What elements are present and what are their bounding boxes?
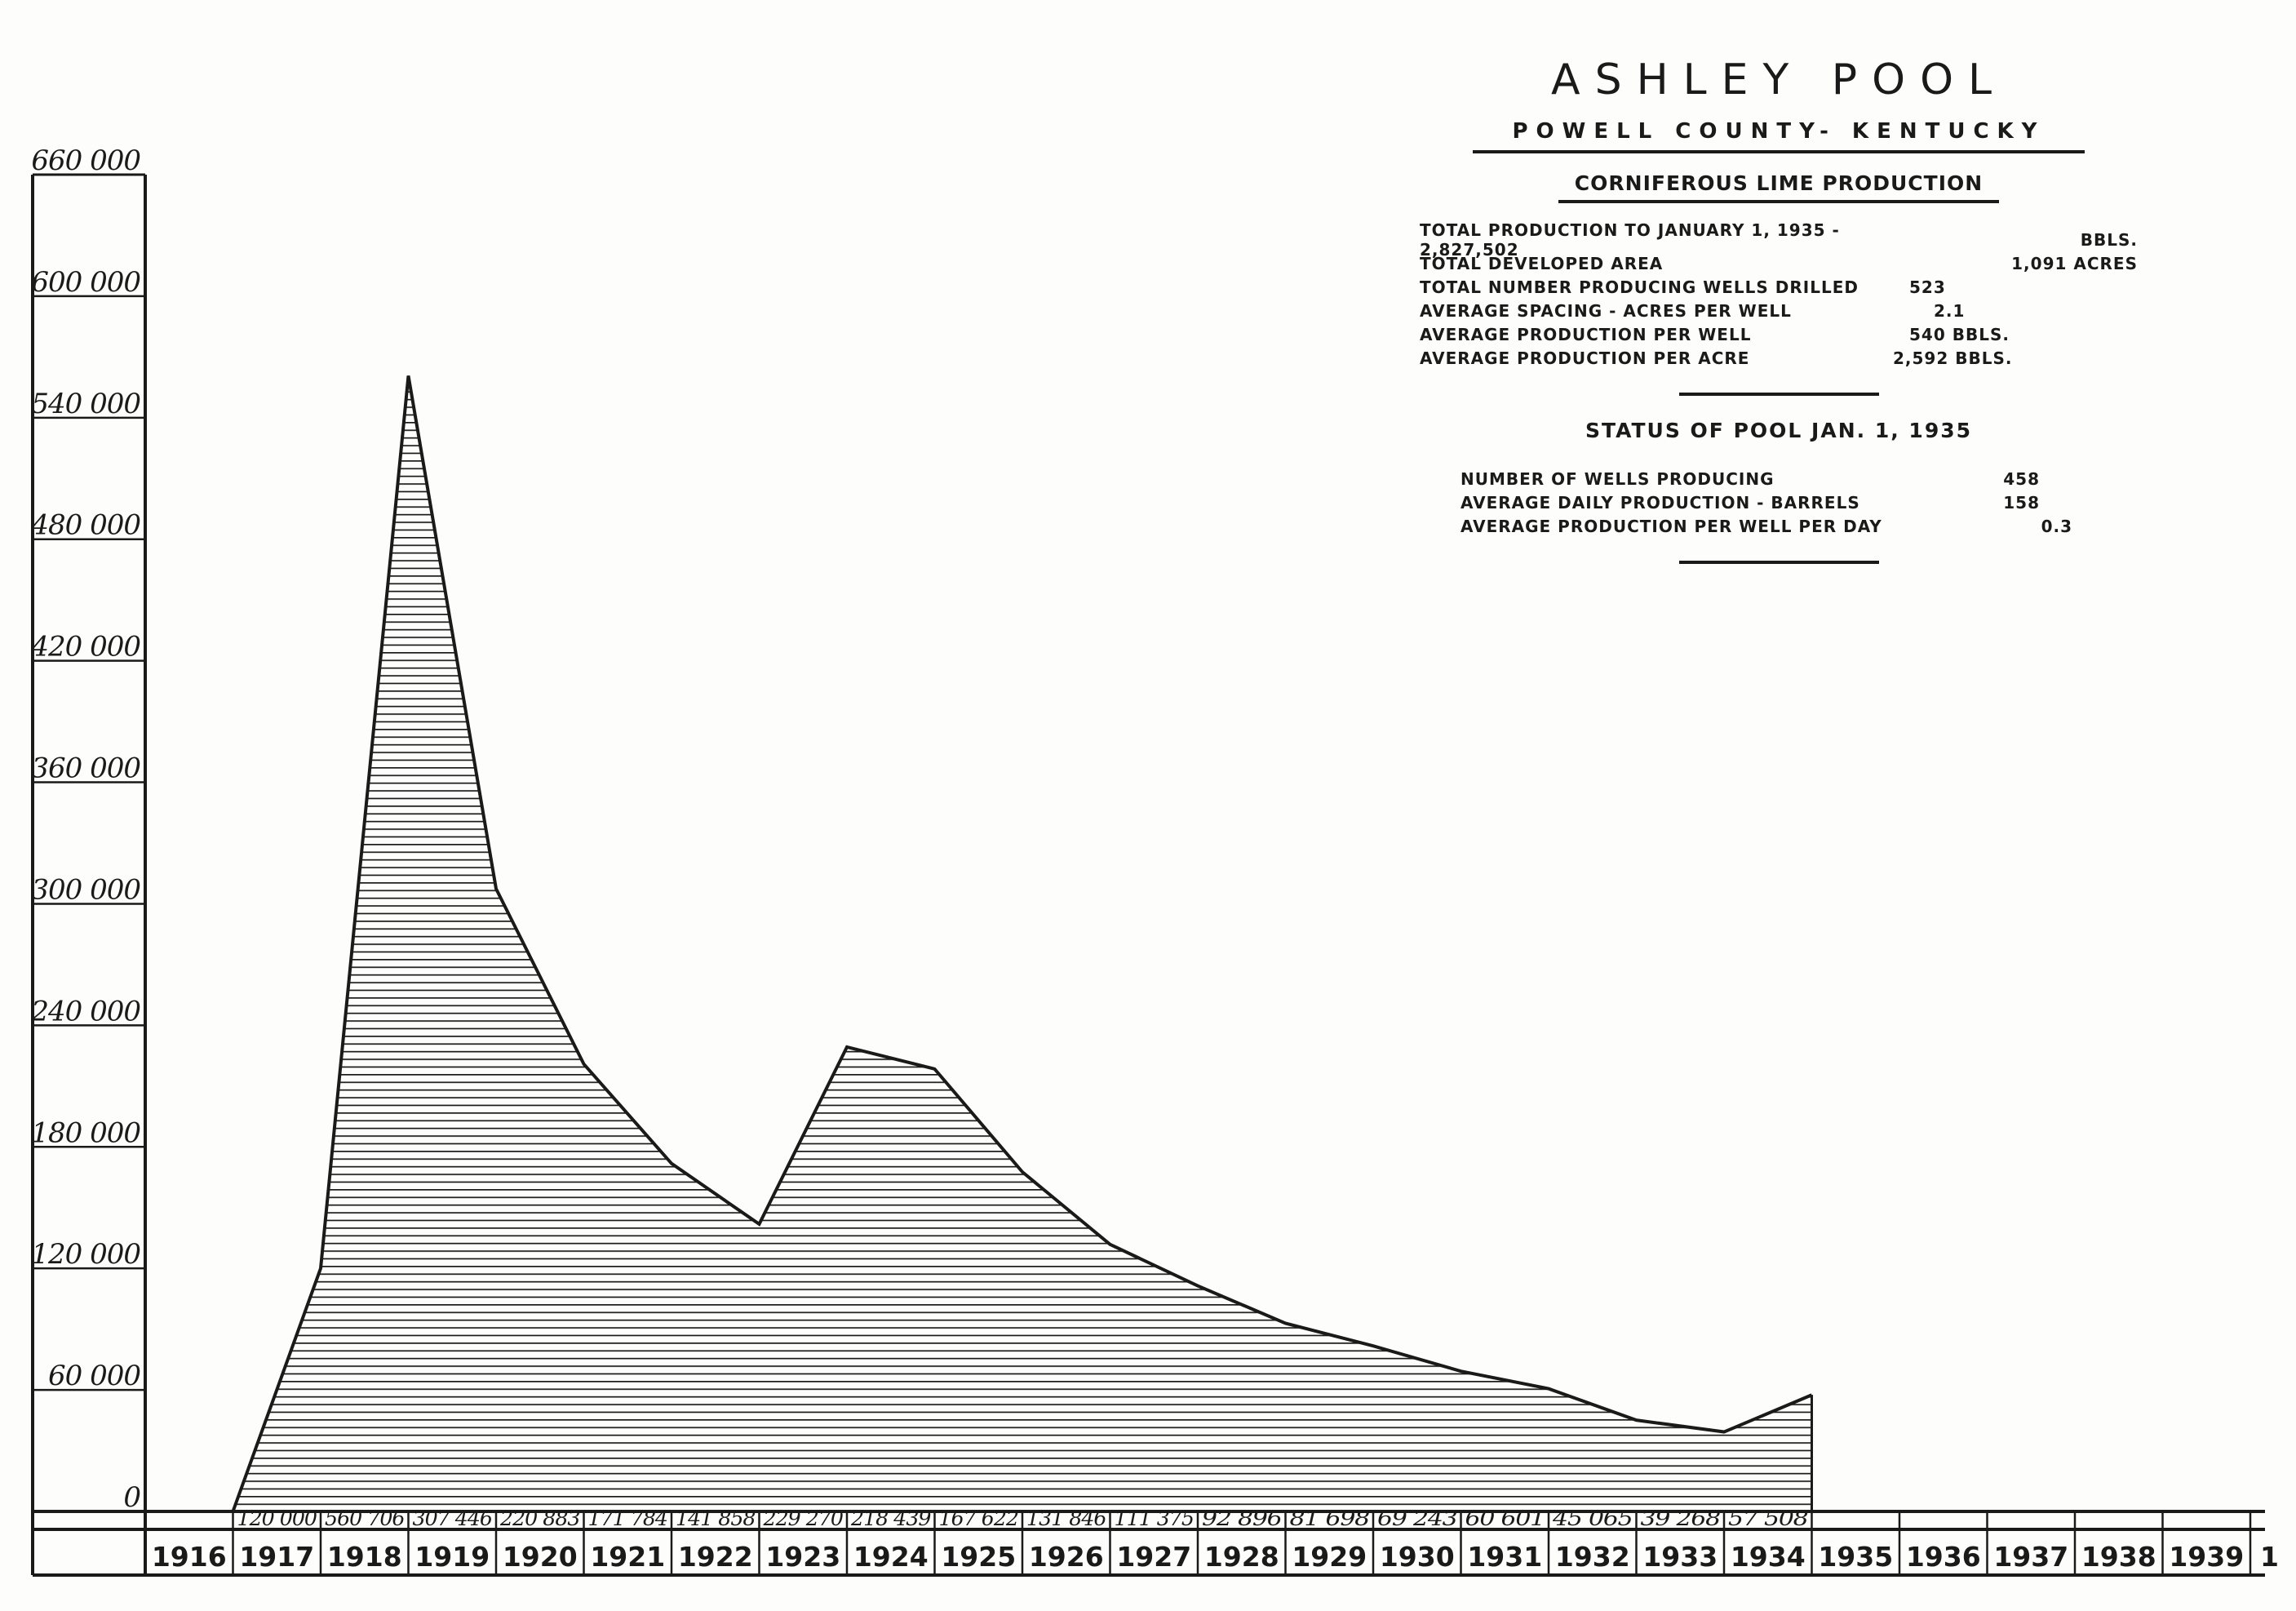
year-label: 1 [2260, 1541, 2279, 1573]
y-tick-label: 60 000 [48, 1360, 140, 1392]
value-labels: 120 000 560 706 307 446 220 883 171 784 141 8… [237, 1507, 1809, 1530]
chart-frame [31, 173, 2265, 1577]
value-label: 69 243 [1377, 1507, 1457, 1530]
status-label: AVERAGE DAILY PRODUCTION - BARRELS [1460, 492, 1860, 513]
value-label: 131 846 [1026, 1507, 1107, 1530]
y-tick-label: 540 000 [31, 388, 140, 420]
year-label: 1928 [1204, 1541, 1279, 1573]
stat-row: AVERAGE PRODUCTION PER WELL 540 BBLS. [1420, 322, 2138, 346]
year-label: 1925 [941, 1541, 1016, 1573]
status-row: AVERAGE DAILY PRODUCTION - BARRELS 158 [1460, 490, 2138, 514]
divider [1678, 561, 1879, 564]
page-title: ASHLEY POOL [1551, 55, 2006, 104]
stat-label: AVERAGE PRODUCTION PER WELL [1420, 324, 1752, 344]
year-label: 1936 [1906, 1541, 1981, 1573]
chart-area [231, 375, 1813, 1512]
year-label: 1929 [1292, 1541, 1367, 1573]
stat-label: AVERAGE PRODUCTION PER ACRE [1420, 348, 1750, 368]
y-tick-label: 660 000 [31, 144, 140, 177]
value-label: 229 270 [762, 1507, 844, 1530]
production-stats: TOTAL PRODUCTION TO JANUARY 1, 1935 - 2,… [1420, 220, 2138, 370]
year-label: 1937 [1993, 1541, 2068, 1573]
value-label: 111 375 [1115, 1507, 1195, 1530]
year-label: 1927 [1116, 1541, 1191, 1573]
year-label: 1935 [1818, 1541, 1893, 1573]
stat-row: AVERAGE PRODUCTION PER ACRE 2,592 BBLS. [1420, 346, 2138, 370]
stat-value: BBLS. [2080, 229, 2138, 250]
value-label: 220 883 [499, 1507, 580, 1530]
value-label: 560 706 [325, 1507, 406, 1530]
stat-label: TOTAL DEVELOPED AREA [1420, 253, 1664, 273]
status-value: 158 [2003, 492, 2040, 513]
y-tick-label: 600 000 [31, 266, 140, 299]
year-label: 1933 [1642, 1541, 1718, 1573]
y-axis-labels: 0 60 000 120 000 180 000 240 000 300 000 360 0… [30, 144, 141, 1514]
value-label: 307 446 [413, 1507, 494, 1530]
value-label: 218 439 [850, 1507, 932, 1530]
value-label: 171 784 [588, 1507, 668, 1530]
year-label: 1923 [765, 1541, 840, 1573]
stat-value: 523 [1909, 277, 1946, 297]
stat-value: 2.1 [1934, 300, 1966, 321]
year-label: 1930 [1380, 1541, 1455, 1573]
info-panel: ASHLEY POOL POWELL COUNTY- KENTUCKY CORN… [1420, 55, 2138, 564]
year-label: 1924 [853, 1541, 929, 1573]
year-label: 1938 [2081, 1541, 2156, 1573]
year-label: 1921 [590, 1541, 665, 1573]
year-label: 1932 [1555, 1541, 1630, 1573]
year-label: 1919 [414, 1541, 490, 1573]
status-value: 458 [2003, 468, 2040, 489]
y-tick-label: 420 000 [30, 631, 140, 663]
year-label: 1939 [2169, 1541, 2244, 1573]
status-stats: NUMBER OF WELLS PRODUCING 458 AVERAGE DA… [1460, 467, 2138, 538]
y-tick-label: 0 [123, 1481, 140, 1514]
stat-row: TOTAL DEVELOPED AREA 1,091 ACRES [1420, 251, 2138, 275]
value-label: 60 601 [1465, 1507, 1545, 1530]
value-label: 57 508 [1728, 1507, 1808, 1530]
production-line [231, 375, 1813, 1512]
value-label: 141 858 [676, 1507, 756, 1530]
year-labels: 1916 1917 1918 1919 1920 1921 1922 1923 1924 1925… [152, 1541, 2279, 1573]
stat-label: TOTAL NUMBER PRODUCING WELLS DRILLED [1420, 277, 1859, 297]
year-label: 1934 [1731, 1541, 1806, 1573]
status-row: NUMBER OF WELLS PRODUCING 458 [1460, 467, 2138, 490]
value-label: 45 065 [1552, 1507, 1633, 1530]
y-tick-label: 480 000 [30, 509, 140, 542]
value-label: 81 698 [1290, 1507, 1370, 1530]
status-label: AVERAGE PRODUCTION PER WELL PER DAY [1460, 516, 1882, 536]
stat-label: TOTAL PRODUCTION TO JANUARY 1, 1935 - 2,… [1420, 220, 1840, 260]
status-row: AVERAGE PRODUCTION PER WELL PER DAY 0.3 [1460, 514, 2138, 538]
stat-value: 1,091 ACRES [2011, 253, 2138, 273]
year-label: 1931 [1467, 1541, 1542, 1573]
value-label: 92 896 [1202, 1507, 1283, 1530]
stat-row: AVERAGE SPACING - ACRES PER WELL 2.1 [1420, 299, 2138, 322]
divider [1678, 393, 1879, 396]
y-tick-label: 240 000 [30, 995, 140, 1027]
year-label: 1920 [503, 1541, 578, 1573]
status-label: NUMBER OF WELLS PRODUCING [1460, 468, 1775, 489]
production-area [233, 375, 1812, 1511]
year-label: 1922 [678, 1541, 753, 1573]
y-tick-label: 360 000 [31, 752, 140, 785]
status-value: 0.3 [2041, 516, 2072, 536]
year-label: 1916 [152, 1541, 227, 1573]
stat-label: AVERAGE SPACING - ACRES PER WELL [1420, 300, 1792, 321]
value-label: 167 622 [939, 1507, 1019, 1530]
y-tick-label: 180 000 [31, 1116, 140, 1149]
status-heading: STATUS OF POOL JAN. 1, 1935 [1585, 419, 1973, 442]
stat-value: 2,592 BBLS. [1893, 348, 2013, 368]
stat-row: TOTAL NUMBER PRODUCING WELLS DRILLED 523 [1420, 275, 2138, 299]
value-label: 39 268 [1641, 1507, 1721, 1530]
stat-value: 540 BBLS. [1909, 324, 2010, 344]
y-tick-label: 300 000 [31, 873, 140, 906]
value-label: 120 000 [237, 1507, 318, 1530]
page-subtitle: POWELL COUNTY- KENTUCKY [1473, 119, 2085, 153]
year-label: 1926 [1029, 1541, 1104, 1573]
year-label: 1917 [239, 1541, 314, 1573]
y-tick-label: 120 000 [31, 1238, 140, 1271]
year-label: 1918 [327, 1541, 402, 1573]
production-heading: CORNIFEROUS LIME PRODUCTION [1558, 171, 1999, 203]
stat-row: TOTAL PRODUCTION TO JANUARY 1, 1935 - 2,… [1420, 220, 2138, 260]
